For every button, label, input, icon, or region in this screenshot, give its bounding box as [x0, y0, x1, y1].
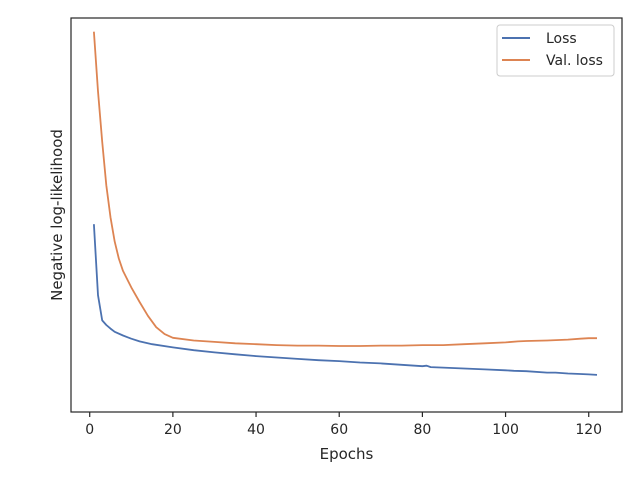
x-axis-label: Epochs	[320, 445, 374, 463]
x-axis-ticks: 0 20 40 60 80 100 120	[85, 412, 602, 438]
plot-area-frame	[70, 17, 623, 413]
legend-label-loss: Loss	[546, 31, 577, 47]
x-tick-label: 60	[330, 422, 348, 438]
series-line-val-loss	[93, 31, 597, 347]
series-layer	[93, 31, 598, 376]
x-tick-label: 0	[85, 422, 94, 438]
x-tick-label: 120	[575, 422, 602, 438]
x-tick-label: 40	[247, 422, 265, 438]
y-axis-label: Negative log-likelihood	[48, 129, 66, 301]
x-tick-label: 80	[413, 422, 431, 438]
x-tick-label: 100	[492, 422, 519, 438]
legend-label-val-loss: Val. loss	[546, 53, 603, 69]
legend: Loss Val. loss	[496, 24, 615, 77]
x-tick-label: 20	[164, 422, 182, 438]
series-line-loss	[93, 224, 598, 376]
